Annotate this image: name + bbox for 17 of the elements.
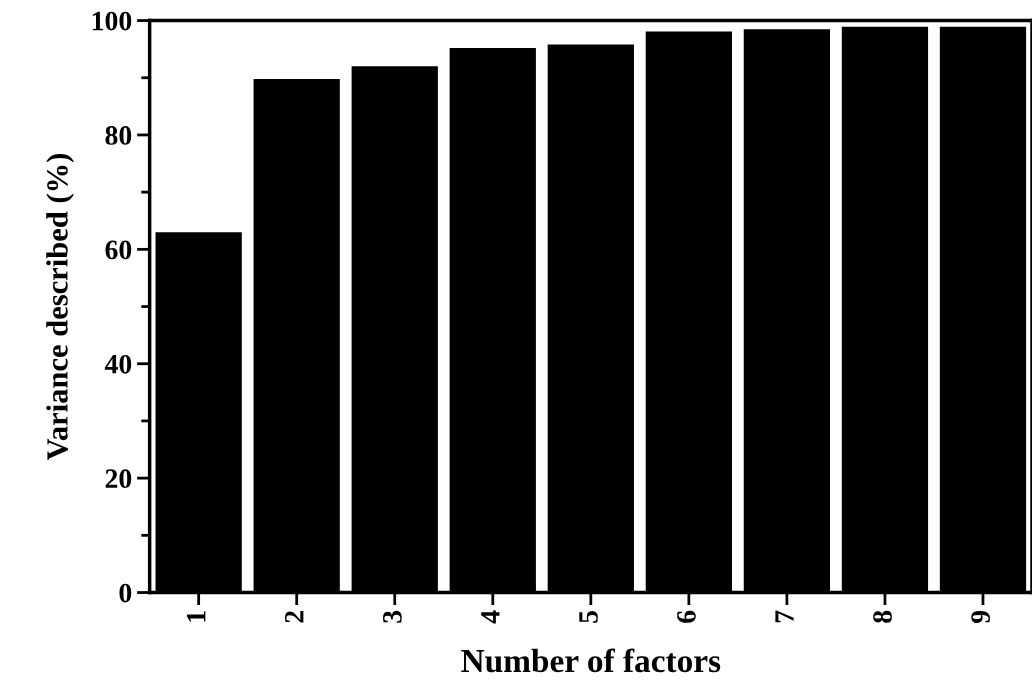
y-tick-label: 100 bbox=[92, 11, 132, 31]
x-tick-label: 4 bbox=[481, 610, 500, 624]
x-tick-label: 2 bbox=[284, 611, 304, 623]
y-tick-label: 0 bbox=[119, 583, 132, 603]
x-tick-label: 9 bbox=[971, 610, 990, 624]
x-tick-label: 8 bbox=[873, 610, 892, 623]
y-tick-label: 20 bbox=[105, 469, 132, 489]
x-tick-label: 7 bbox=[775, 610, 794, 623]
y-tick-label: 40 bbox=[104, 354, 132, 374]
y-axis-title: Variance described (%) bbox=[46, 153, 74, 461]
x-tick-label: 6 bbox=[677, 610, 696, 623]
y-tick-label: 60 bbox=[105, 240, 132, 260]
y-tick-label: 80 bbox=[105, 126, 132, 145]
x-axis-title: Number of factors bbox=[461, 648, 721, 673]
x-tick-label: 3 bbox=[383, 610, 402, 623]
x-tick-label: 5 bbox=[579, 610, 598, 623]
x-tick-label: 1 bbox=[187, 611, 206, 622]
